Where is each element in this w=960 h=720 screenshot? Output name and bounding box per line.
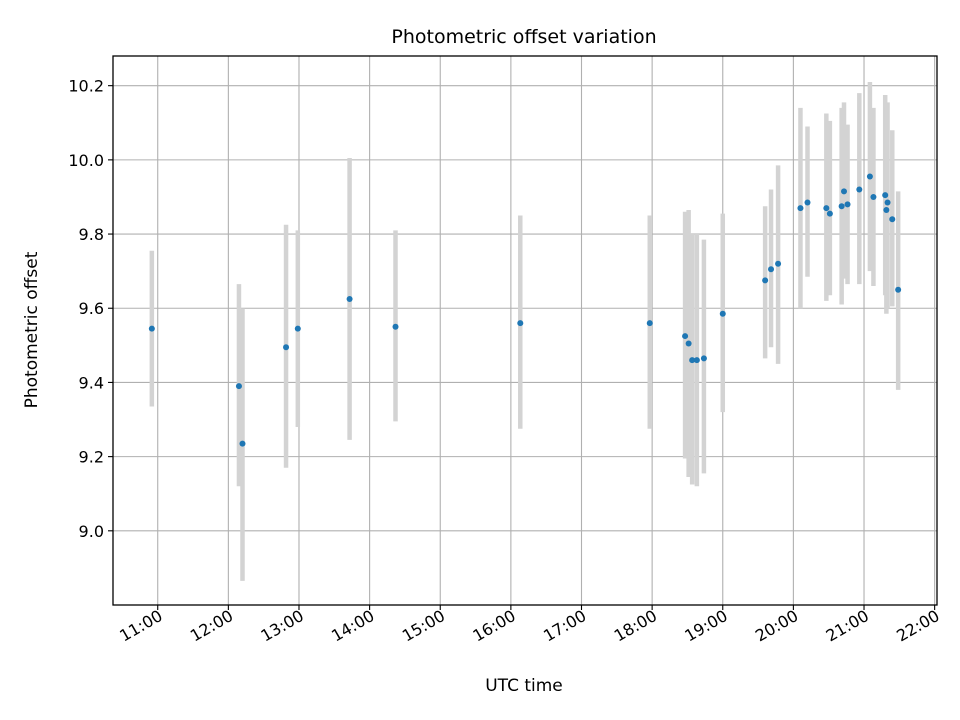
y-axis-label: Photometric offset xyxy=(22,251,42,408)
data-point xyxy=(882,192,889,199)
data-point xyxy=(148,325,155,332)
data-point xyxy=(346,295,353,302)
data-point xyxy=(823,205,830,212)
data-point xyxy=(768,266,775,273)
data-points xyxy=(148,173,902,447)
grid xyxy=(113,56,937,605)
data-point xyxy=(693,357,700,364)
data-point xyxy=(700,355,707,362)
y-tick-label: 9.6 xyxy=(79,299,104,318)
data-point xyxy=(889,216,896,223)
x-axis-label: UTC time xyxy=(485,676,563,696)
data-point xyxy=(392,323,399,330)
y-axis-ticks: 9.0 9.2 9.4 9.6 9.8 10.0 10.2 xyxy=(68,77,113,541)
data-point xyxy=(682,333,689,340)
data-point xyxy=(826,210,833,217)
data-point xyxy=(283,344,290,351)
data-point xyxy=(517,320,524,327)
data-point xyxy=(775,260,782,267)
data-point xyxy=(804,199,811,206)
y-tick-label: 10.0 xyxy=(68,151,104,170)
data-point xyxy=(895,286,902,293)
data-point xyxy=(841,188,848,195)
data-point xyxy=(689,357,696,364)
data-point xyxy=(884,199,891,206)
plot-frame xyxy=(112,55,938,606)
y-tick-label: 9.0 xyxy=(79,522,104,541)
data-point xyxy=(883,206,890,213)
data-point xyxy=(646,320,653,327)
y-tick-label: 10.2 xyxy=(68,77,104,96)
data-point xyxy=(844,201,851,208)
data-point xyxy=(838,203,845,210)
data-point xyxy=(239,440,246,447)
y-tick-label: 9.8 xyxy=(79,225,104,244)
chart-title: Photometric offset variation xyxy=(391,26,656,48)
y-tick-label: 9.4 xyxy=(79,373,104,392)
data-point xyxy=(870,193,877,200)
data-point xyxy=(294,325,301,332)
data-point xyxy=(762,277,769,284)
data-point xyxy=(235,383,242,390)
data-point xyxy=(797,205,804,212)
data-point xyxy=(866,173,873,180)
data-point xyxy=(719,310,726,317)
y-tick-label: 9.2 xyxy=(79,448,104,467)
data-point xyxy=(856,186,863,193)
data-point xyxy=(685,340,692,347)
